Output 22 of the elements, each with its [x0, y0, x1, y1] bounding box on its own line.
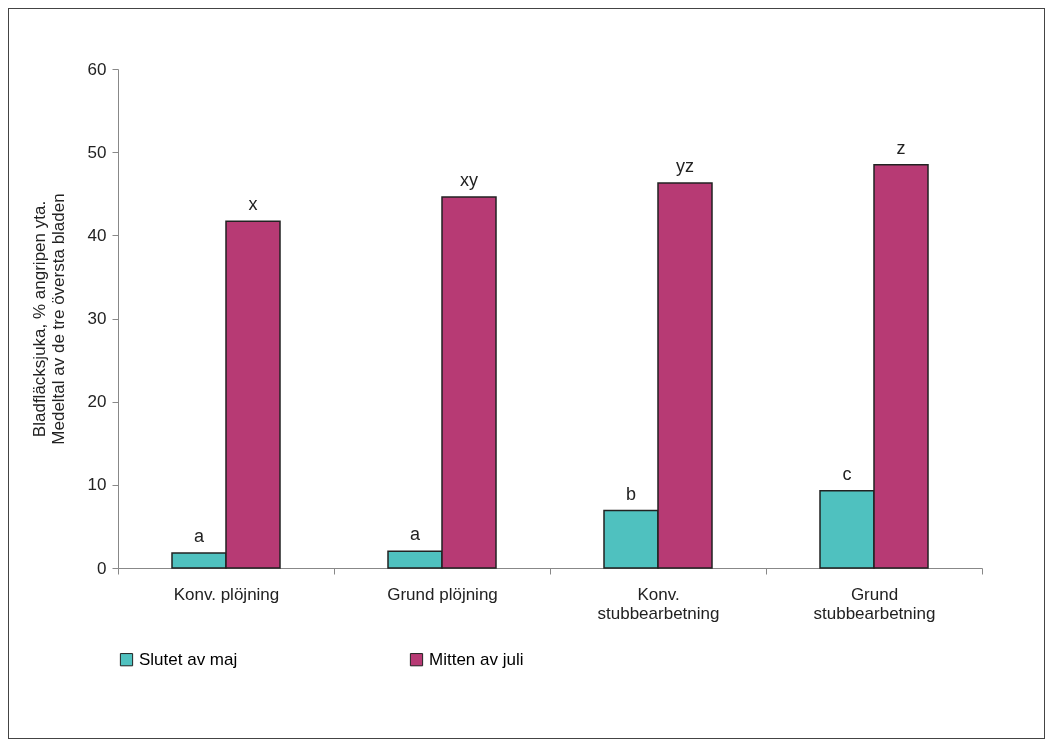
y-tick-label: 40	[87, 225, 107, 245]
y-tick-label: 0	[97, 558, 107, 578]
y-axis-title: Bladfläcksjuka, % angripen yta. Medeltal av de tre översta bladen	[29, 193, 68, 445]
x-tick-label: Grund plöjning	[387, 584, 498, 604]
x-tick-label: Grund stubbearbetning	[813, 584, 936, 623]
x-tick-label: Konv. stubbearbetning	[597, 584, 720, 623]
y-tick-label: 60	[87, 59, 107, 79]
x-tick-label: Konv. plöjning	[173, 584, 280, 604]
y-tick-label: 50	[87, 142, 107, 162]
annotation: yz	[676, 155, 694, 176]
annotation: z	[896, 137, 906, 158]
annotation: x	[248, 194, 258, 215]
y-tick-label: 20	[87, 392, 107, 412]
annotation: a	[409, 524, 421, 545]
y-tick-label: 10	[87, 475, 107, 495]
y-tick-label: 30	[87, 309, 107, 328]
annotation: xy	[460, 170, 478, 191]
legend-label: Mitten av juli	[429, 649, 524, 669]
annotation: c	[842, 463, 852, 484]
legend-label: Slutet av maj	[139, 649, 238, 669]
annotation: a	[193, 526, 205, 547]
annotation: b	[625, 483, 637, 504]
